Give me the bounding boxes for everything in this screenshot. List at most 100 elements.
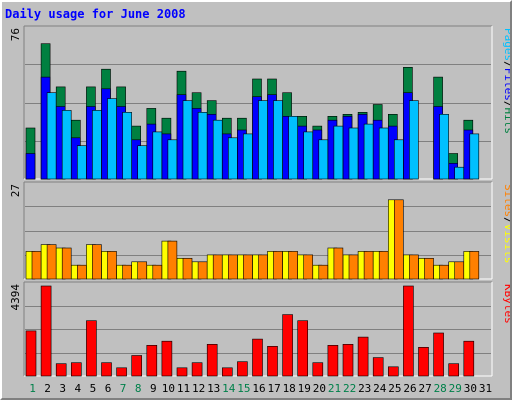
bar-kbytes-day-19 [297,320,309,377]
bar-sites-day-13 [212,254,223,280]
bar-sites-day-11 [182,257,193,280]
day-label-7: 7 [120,382,127,395]
bar-sites-day-18 [288,251,298,280]
bar-pages-day-17 [273,100,283,180]
scale-max-label: 4394 [9,284,22,311]
bar-sites-day-3 [61,247,72,280]
day-label-18: 18 [283,382,296,395]
bar-kbytes-day-21 [327,344,339,377]
bar-kbytes-day-24 [372,357,384,377]
bar-pages-day-12 [197,112,208,180]
day-label-20: 20 [313,382,326,395]
day-label-23: 23 [358,382,371,395]
day-label-3: 3 [59,382,66,395]
bar-pages-day-7 [122,112,132,180]
bar-pages-day-8 [137,145,147,180]
bar-sites-day-1 [31,251,42,280]
bar-pages-day-14 [228,137,238,180]
bar-pages-day-4 [77,145,87,180]
bar-pages-day-2 [46,92,57,180]
legend-entry: Files [502,68,510,101]
bar-sites-day-26 [409,254,419,280]
bar-pages-day-25 [393,139,404,180]
bar-kbytes-day-18 [282,314,293,377]
bar-kbytes-day-11 [176,367,188,377]
scale-max-label: 76 [9,28,22,41]
bar-sites-day-15 [243,254,253,280]
day-label-24: 24 [373,382,387,395]
day-label-17: 17 [267,382,280,395]
bar-sites-day-27 [424,257,434,280]
bar-pages-day-5 [92,110,102,180]
bar-pages-day-11 [182,100,193,180]
day-label-12: 12 [192,382,205,395]
bar-kbytes-day-12 [191,362,203,377]
bar-kbytes-day-20 [312,362,324,377]
legend-entry: / [502,101,510,108]
day-label-10: 10 [162,382,175,395]
day-label-22: 22 [343,382,356,395]
bar-pages-day-29 [454,166,465,180]
day-label-9: 9 [150,382,157,395]
legend-kbytes: KBytes [502,284,510,324]
day-label-28: 28 [434,382,447,395]
bar-sites-day-5 [92,244,102,280]
bar-pages-day-13 [212,119,223,180]
day-label-31: 31 [479,382,492,395]
day-label-8: 8 [135,382,142,395]
bar-pages-day-22 [348,127,359,180]
bar-kbytes-day-23 [357,336,369,377]
bar-sites-day-12 [197,261,208,280]
day-label-11: 11 [177,382,190,395]
bar-pages-day-18 [288,116,298,180]
bar-kbytes-day-30 [463,340,475,377]
bar-pages-day-3 [61,110,72,180]
bar-pages-day-23 [363,123,374,180]
day-label-29: 29 [449,382,462,395]
bar-kbytes-day-2 [40,285,52,377]
bar-sites-day-2 [46,244,57,280]
bar-pages-day-28 [439,114,449,180]
legend-entry: Sites [502,184,510,217]
bar-kbytes-day-13 [206,343,218,377]
bar-pages-day-21 [333,125,344,180]
bar-pages-day-19 [303,131,314,180]
legend-entry: KBytes [502,284,510,324]
legend-entry: Hits [502,108,510,135]
legend-entry: / [502,61,510,68]
bar-sites-day-8 [137,261,147,280]
bar-kbytes-day-7 [116,367,127,377]
bar-sites-day-7 [122,264,132,280]
bar-sites-day-23 [363,251,374,280]
bar-sites-day-20 [318,264,329,280]
legend-pages-files-hits: Pages/Files/Hits [502,28,510,134]
bar-sites-day-29 [454,261,465,280]
bar-sites-day-25 [393,199,404,280]
day-label-4: 4 [74,382,81,395]
scale-max-label: 27 [9,184,22,197]
bar-kbytes-day-26 [403,285,414,377]
chart-title: Daily usage for June 2008 [5,7,186,21]
bar-kbytes-day-25 [387,366,399,377]
day-label-14: 14 [222,382,236,395]
bar-kbytes-day-27 [418,346,429,377]
day-label-25: 25 [388,382,401,395]
bar-pages-day-16 [258,100,268,180]
bar-sites-day-10 [167,240,178,280]
bar-kbytes-day-5 [86,320,97,377]
bar-pages-day-24 [378,127,389,180]
bar-kbytes-day-29 [448,363,460,377]
bar-pages-day-26 [409,100,419,180]
bar-pages-day-9 [152,131,163,180]
day-label-27: 27 [418,382,431,395]
day-label-6: 6 [105,382,112,395]
bar-sites-day-17 [273,251,283,280]
bar-kbytes-day-6 [101,362,112,377]
bar-kbytes-day-8 [131,355,142,377]
day-label-16: 16 [252,382,265,395]
bar-kbytes-day-4 [71,362,82,377]
bar-pages-day-20 [318,139,329,180]
bar-kbytes-day-16 [252,338,263,377]
bar-pages-day-6 [107,98,117,180]
bar-kbytes-day-28 [433,332,444,377]
